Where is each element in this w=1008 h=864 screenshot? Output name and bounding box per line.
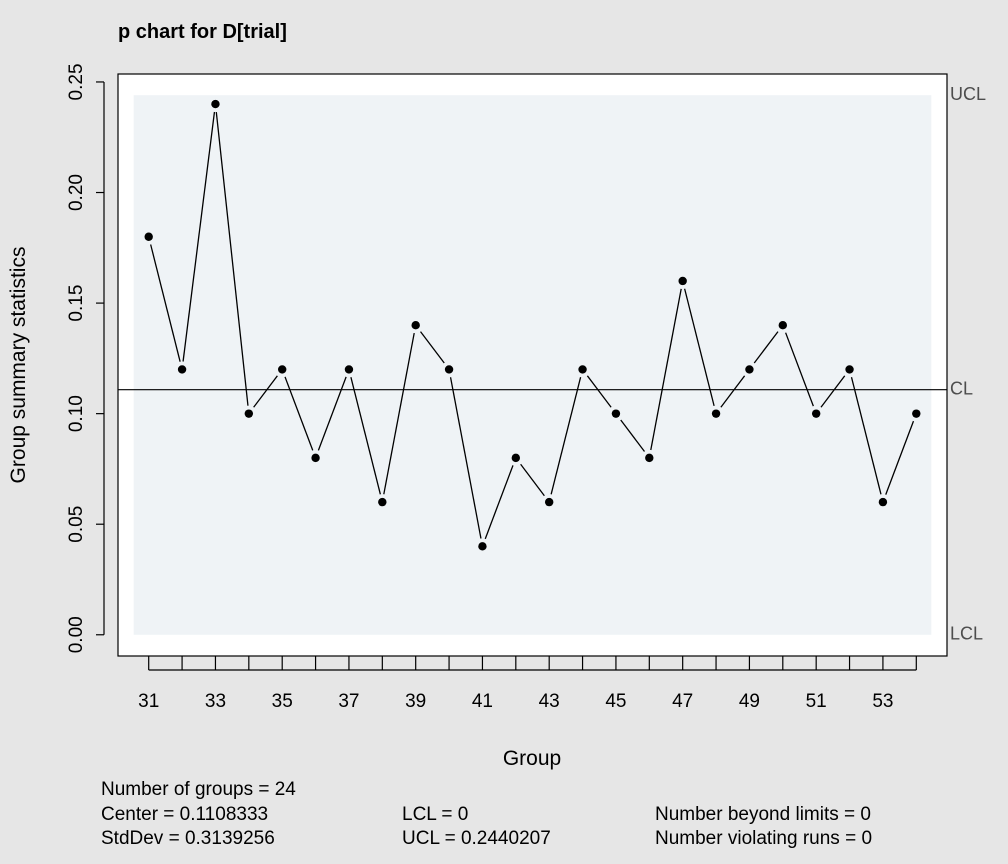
x-tick-label: 43 xyxy=(539,691,560,712)
data-point xyxy=(711,409,721,418)
data-point xyxy=(544,497,554,507)
series-line-segment xyxy=(150,244,181,362)
x-tick-label: 35 xyxy=(272,691,293,712)
lcl-label: LCL xyxy=(950,624,983,644)
x-tick-label: 49 xyxy=(739,691,760,712)
data-point xyxy=(611,409,621,418)
x-tick-label: 39 xyxy=(405,691,426,712)
data-layer xyxy=(144,99,921,551)
y-axis: 0.00 0.05 0.10 0.15 0.20 0.25 xyxy=(66,63,105,653)
y-tick-label: 0.25 xyxy=(66,63,87,100)
data-point xyxy=(912,409,921,418)
series-line-segment xyxy=(620,419,646,452)
data-point xyxy=(177,365,187,374)
y-axis-label: Group summary statistics xyxy=(7,247,30,484)
series-line-segment xyxy=(383,332,415,495)
ucl-label: UCL xyxy=(950,84,986,104)
data-point xyxy=(511,453,521,463)
series-line-segment xyxy=(785,332,814,407)
x-tick-label: 47 xyxy=(672,691,693,712)
data-point xyxy=(211,99,220,109)
series-line-segment xyxy=(484,465,514,540)
series-line-segment xyxy=(449,377,482,539)
series-line-segment xyxy=(820,375,846,408)
x-tick-label: 51 xyxy=(806,691,827,712)
x-tick-label: 31 xyxy=(138,691,159,712)
series-line-segment xyxy=(182,111,216,362)
control-limit-region xyxy=(133,95,932,635)
series-line-segment xyxy=(550,377,582,495)
data-point xyxy=(411,320,420,330)
series-line-segment xyxy=(684,288,715,407)
x-tick-label: 37 xyxy=(338,691,359,712)
data-point xyxy=(344,365,354,374)
series-line-segment xyxy=(350,377,381,495)
x-tick-label: 41 xyxy=(472,691,493,712)
series-line-segment xyxy=(753,331,779,364)
y-tick-label: 0.00 xyxy=(66,616,87,653)
y-tick-label: 0.05 xyxy=(66,506,87,543)
data-point xyxy=(478,542,487,551)
y-tick-label: 0.10 xyxy=(66,395,87,432)
x-tick-label: 33 xyxy=(205,691,226,712)
series-line-segment xyxy=(419,331,445,364)
data-point xyxy=(444,365,454,374)
data-point xyxy=(277,365,287,374)
data-point xyxy=(845,365,854,374)
data-point xyxy=(745,365,754,374)
data-point xyxy=(778,320,788,330)
series-line-segment xyxy=(885,420,915,495)
series-line-segment xyxy=(720,375,746,408)
data-point xyxy=(378,497,387,507)
x-axis: 31 33 35 37 39 41 43 45 47 49 51 53 xyxy=(138,656,917,712)
data-point xyxy=(311,453,320,463)
chart-title: p chart for D[trial] xyxy=(118,21,287,43)
cl-label: CL xyxy=(950,378,973,398)
series-line-segment xyxy=(650,288,682,451)
x-axis-label: Group xyxy=(503,747,561,770)
data-point xyxy=(878,497,888,507)
data-point xyxy=(244,409,254,418)
series-line-segment xyxy=(520,463,545,497)
data-point xyxy=(144,232,153,241)
data-point xyxy=(678,276,687,286)
data-point xyxy=(811,409,821,418)
data-point xyxy=(645,453,654,463)
plot-frame xyxy=(117,73,948,657)
series-line-segment xyxy=(850,377,882,495)
y-tick-label: 0.15 xyxy=(66,285,87,322)
series-line-segment xyxy=(586,375,612,408)
data-point xyxy=(578,365,587,374)
x-tick-label: 45 xyxy=(605,691,626,712)
series-line-segment xyxy=(215,111,249,406)
series-line-segment xyxy=(253,375,278,408)
x-tick-label: 53 xyxy=(872,691,893,712)
y-tick-label: 0.20 xyxy=(66,174,87,211)
